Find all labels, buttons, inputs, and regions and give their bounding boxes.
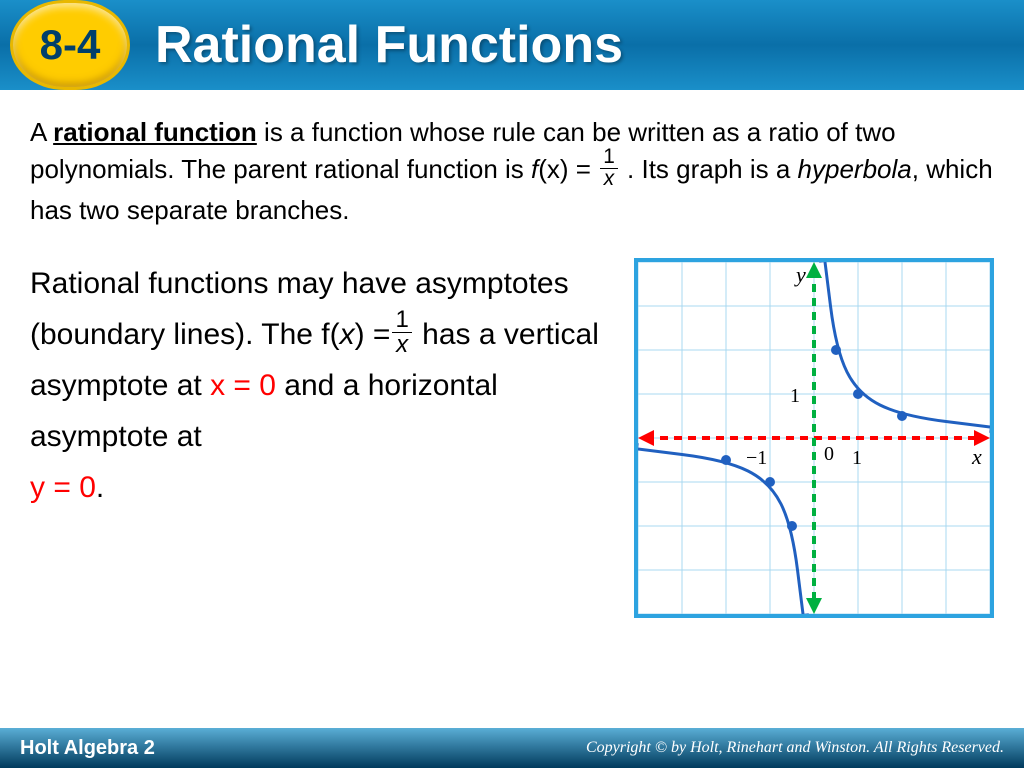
hyperbola-graph: yx01−11 [634, 258, 994, 618]
text: . Its graph is a [620, 154, 798, 184]
text: A [30, 117, 53, 147]
copyright: Copyright © by Holt, Rinehart and Winsto… [586, 739, 1004, 757]
definition-paragraph: A rational function is a function whose … [30, 115, 994, 228]
svg-text:0: 0 [824, 443, 834, 465]
text: ) = [355, 318, 391, 351]
fx-paren: (x) = [538, 154, 598, 184]
eq-x-0: x = 0 [210, 369, 276, 402]
svg-text:−1: −1 [746, 447, 767, 469]
book-title: Holt Algebra 2 [20, 737, 155, 760]
asymptote-paragraph: Rational functions may have asymptotes (… [30, 258, 604, 618]
svg-text:1: 1 [790, 385, 800, 407]
fraction-1-over-x: 1x [600, 147, 618, 190]
denominator: x [393, 333, 411, 357]
fraction-1-over-x: 1x [392, 308, 411, 357]
denominator: x [601, 169, 617, 190]
graph-svg: yx01−11 [638, 262, 990, 614]
svg-text:1: 1 [852, 447, 862, 469]
numerator: 1 [600, 147, 618, 169]
slide-footer: Holt Algebra 2 Copyright © by Holt, Rine… [0, 728, 1024, 768]
svg-text:x: x [971, 444, 982, 469]
slide-content: A rational function is a function whose … [0, 90, 1024, 618]
var-x: x [340, 318, 355, 351]
term-rational-function: rational function [53, 117, 257, 147]
slide-header: 8-4 Rational Functions [0, 0, 1024, 90]
slide-title: Rational Functions [155, 15, 623, 75]
svg-text:y: y [794, 262, 806, 287]
term-hyperbola: hyperbola [798, 154, 912, 184]
text: . [96, 471, 104, 504]
section-number: 8-4 [40, 21, 101, 69]
numerator: 1 [392, 308, 411, 333]
eq-y-0: y = 0 [30, 471, 96, 504]
section-badge: 8-4 [10, 0, 130, 90]
